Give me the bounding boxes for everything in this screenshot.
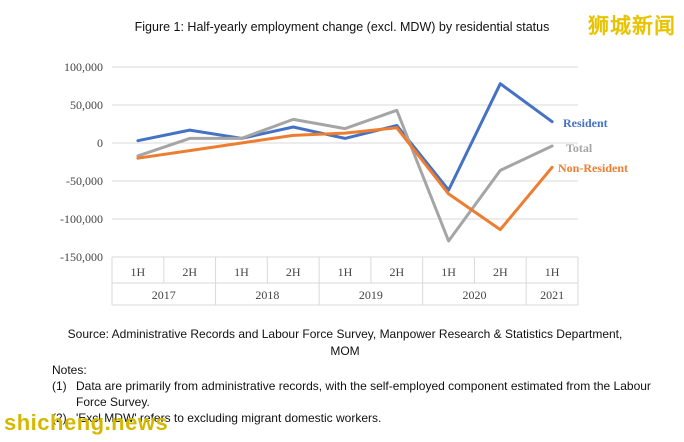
- x-tick-label: 1H: [234, 265, 249, 279]
- x-year-label: 2020: [462, 288, 486, 302]
- gridlines: [112, 66, 578, 258]
- x-year-label: 2019: [359, 288, 383, 302]
- x-tick-label: 1H: [338, 265, 353, 279]
- x-tick-label: 1H: [545, 265, 560, 279]
- note-item: (2) 'Excl MDW' refers to excluding migra…: [52, 410, 652, 426]
- y-tick-label: -50,000: [66, 174, 103, 188]
- x-tick-label: 2H: [182, 265, 197, 279]
- series-label: Non-Resident: [558, 161, 628, 175]
- y-tick-label: 100,000: [64, 60, 103, 74]
- series-line-total: [136, 108, 554, 243]
- series-line-non-resident: [136, 126, 554, 232]
- y-tick-label: -150,000: [60, 250, 103, 264]
- series-label: Resident: [563, 116, 608, 130]
- figure-title: Figure 1: Half-yearly employment change …: [134, 20, 550, 34]
- x-axis: 1H 2H 1H 2H 1H 2H 1H 2H 1H 2017 2018 2019 2020 2021: [111, 257, 579, 306]
- y-tick-label: -100,000: [60, 212, 103, 226]
- note-text: 'Excl MDW' refers to excluding migrant d…: [76, 411, 382, 425]
- x-tick-label: 2H: [389, 265, 404, 279]
- source-note: Source: Administrative Records and Labou…: [67, 327, 623, 358]
- note-text: Data are primarily from administrative r…: [76, 379, 651, 409]
- notes: Notes: (1) Data are primarily from admin…: [52, 362, 652, 426]
- line-chart: 100,000 50,000 0 -50,000 -100,000 -150,000 1H…: [60, 60, 628, 306]
- x-year-label: 2017: [152, 288, 176, 302]
- x-year-label: 2018: [255, 288, 279, 302]
- x-year-label: 2021: [540, 288, 564, 302]
- note-item: (1) Data are primarily from administrati…: [52, 378, 652, 410]
- x-tick-label: 1H: [131, 265, 146, 279]
- series-labels: Resident Total Non-Resident: [558, 116, 628, 175]
- y-tick-label: 50,000: [70, 98, 103, 112]
- series-lines: [136, 82, 554, 243]
- y-axis: 100,000 50,000 0 -50,000 -100,000 -150,000: [60, 60, 103, 264]
- notes-heading: Notes:: [52, 363, 87, 377]
- series-line-resident: [136, 82, 554, 192]
- note-number: (2): [52, 411, 67, 425]
- x-tick-label: 2H: [286, 265, 301, 279]
- y-tick-label: 0: [97, 136, 103, 150]
- note-number: (1): [52, 379, 67, 393]
- x-tick-label: 1H: [441, 265, 456, 279]
- x-tick-label: 2H: [493, 265, 508, 279]
- watermark-site: shicheng.news: [4, 410, 169, 435]
- series-label: Total: [566, 141, 593, 155]
- watermark-chinese: 狮城新闻: [588, 15, 676, 38]
